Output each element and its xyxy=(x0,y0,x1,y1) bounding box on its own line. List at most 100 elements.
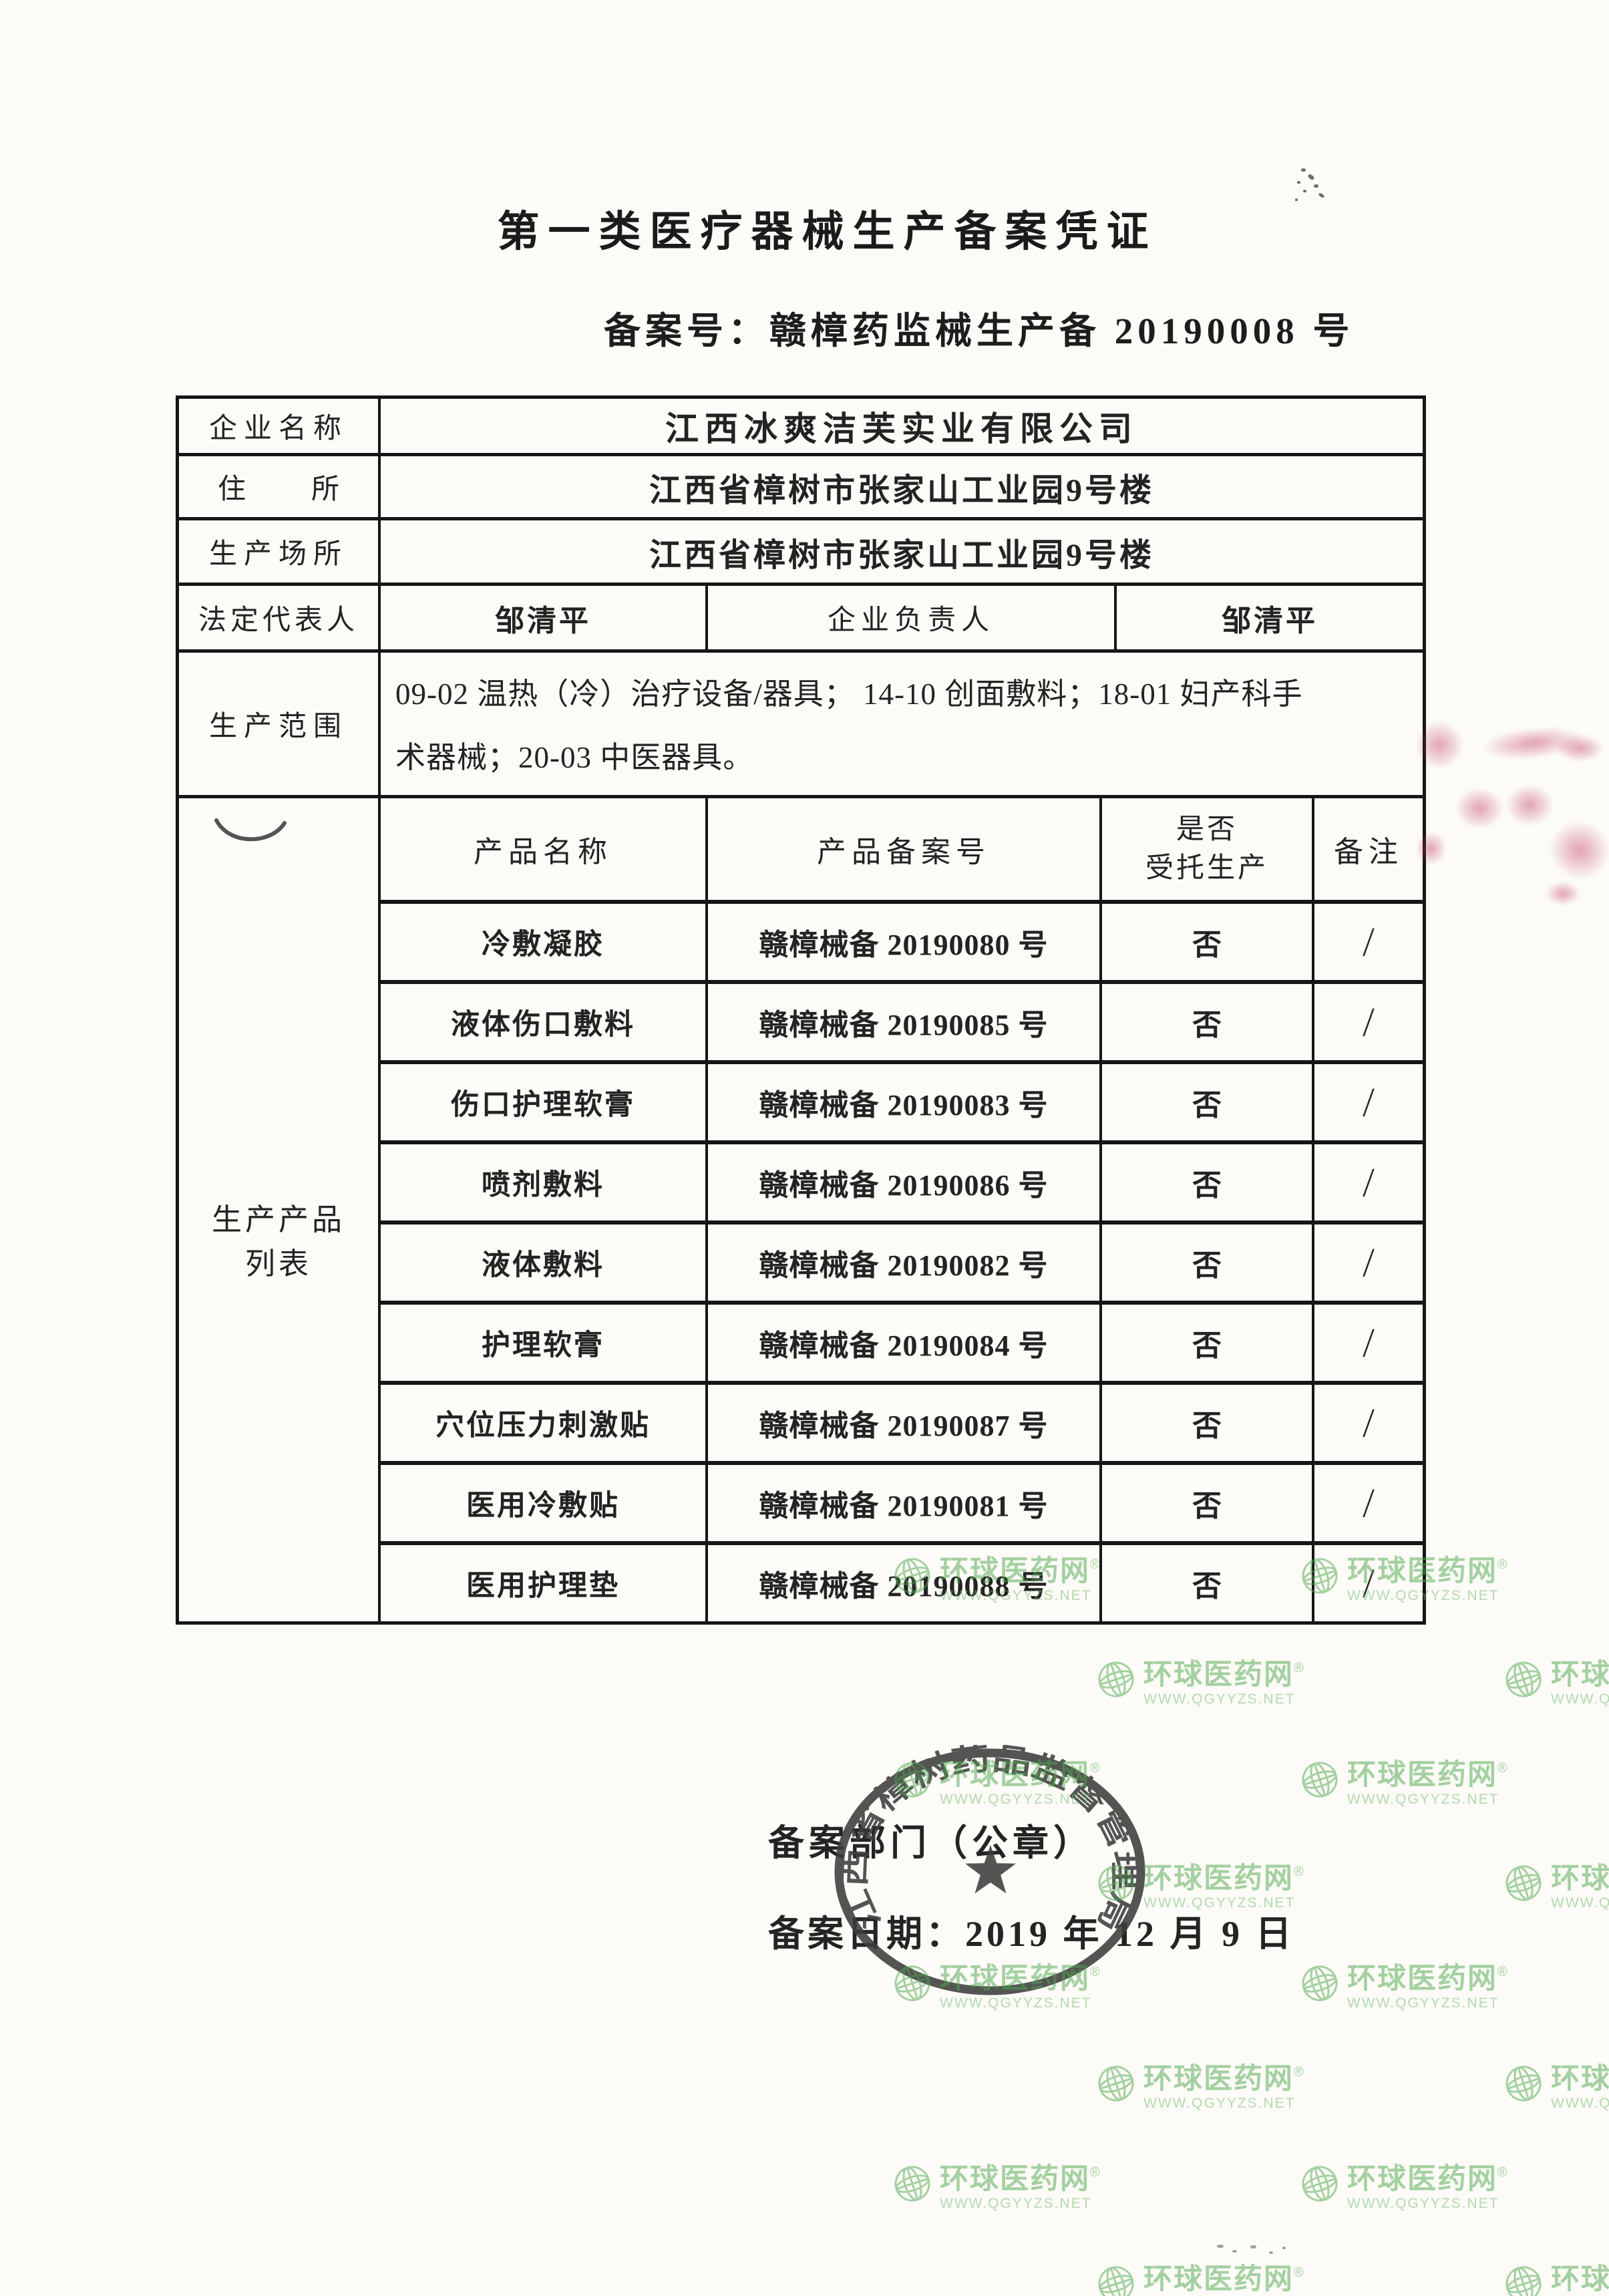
table-row-production-scope: 生产范围 09-02 温热（冷）治疗设备/器具； 14-10 创面敷料；18-0… xyxy=(179,653,1423,798)
watermark-texts: 环球医药网® WWW.QGYYZS.NET xyxy=(1143,2064,1304,2112)
watermark-texts: 环球医药网® WWW.QGYYZS.NET xyxy=(1347,2164,1507,2212)
scan-speck xyxy=(1297,181,1300,184)
globe-icon xyxy=(1098,2066,1134,2102)
seal-ring xyxy=(834,1748,1145,1995)
watermark-brand: 环球医药网 xyxy=(1347,1759,1497,1791)
scan-speck xyxy=(1250,2245,1256,2249)
legal-representative-value: 邹清平 xyxy=(381,586,708,649)
product-reg-no: 赣樟械备 20190085 号 xyxy=(708,984,1102,1060)
filing-department-line: 备案部门（公章） xyxy=(768,1823,1094,1863)
product-remark: / xyxy=(1362,999,1375,1045)
watermark-brand: 环球医药网 xyxy=(1551,1659,1609,1691)
product-row: 伤口护理软膏 赣樟械备 20190083 号 否 / xyxy=(381,1064,1423,1144)
product-remark: / xyxy=(1362,1159,1375,1206)
product-reg-no: 赣樟械备 20190084 号 xyxy=(708,1305,1102,1381)
product-reg-no: 赣樟械备 20190081 号 xyxy=(708,1465,1102,1541)
globe-icon xyxy=(1098,1661,1134,1697)
site-watermark: 环球医药网® WWW.QGYYZS.NET xyxy=(1095,1660,1304,1707)
watermark-texts: 环球医药网® WWW.QGYYZS.NET xyxy=(1143,2265,1304,2296)
company-name-value: 江西冰爽洁芙实业有限公司 xyxy=(665,409,1138,448)
ink-smudge xyxy=(1416,721,1463,768)
watermark-brand: 环球医药网 xyxy=(1143,2263,1294,2295)
watermark-url: WWW.QGYYZS.NET xyxy=(1143,2096,1296,2111)
product-entrusted: 否 xyxy=(1102,1224,1314,1301)
production-scope-line: 09-02 温热（冷）治疗设备/器具； 14-10 创面敷料；18-01 妇产科… xyxy=(395,677,1303,711)
product-row: 穴位压力刺激贴 赣樟械备 20190087 号 否 / xyxy=(381,1385,1423,1465)
watermark-url: WWW.QGYYZS.NET xyxy=(1347,1995,1499,2011)
watermark-brand: 环球医药网 xyxy=(1347,2163,1497,2195)
table-row-production-site: 生产场所 江西省樟树市张家山工业园9号楼 xyxy=(179,520,1423,586)
product-name: 伤口护理软膏 xyxy=(381,1064,708,1140)
watermark-texts: 环球医药网® WWW.QGYYZS.NET xyxy=(1551,2265,1609,2296)
product-table: 产品名称 产品备案号 是否 受托生产 备注 冷敷凝胶 赣樟械备 20190080… xyxy=(381,798,1423,1621)
globe-icon xyxy=(1302,1965,1338,2001)
ink-smudge xyxy=(1556,735,1603,762)
watermark-texts: 环球医药网® WWW.QGYYZS.NET xyxy=(1551,1660,1609,1707)
site-watermark: 环球医药网® WWW.QGYYZS.NET xyxy=(1299,2164,1507,2212)
filing-number-label: 备案号： xyxy=(604,311,770,351)
site-watermark: 环球医药网® WWW.QGYYZS.NET xyxy=(1503,1864,1609,1911)
product-remark: / xyxy=(1362,1239,1375,1286)
product-row: 喷剂敷料 赣樟械备 20190086 号 否 / xyxy=(381,1144,1423,1224)
scan-speck xyxy=(1314,184,1318,188)
product-remark: / xyxy=(1362,1560,1375,1607)
header-product-reg-no: 产品备案号 xyxy=(708,798,1102,900)
header-entrusted-line: 是否 xyxy=(1176,814,1238,845)
product-reg-no: 赣樟械备 20190087 号 xyxy=(708,1385,1102,1461)
product-remark: / xyxy=(1362,1480,1375,1526)
globe-icon xyxy=(1505,2266,1542,2296)
product-entrusted: 否 xyxy=(1102,904,1314,980)
product-entrusted: 否 xyxy=(1102,1305,1314,1381)
product-reg-no: 赣樟械备 20190082 号 xyxy=(708,1224,1102,1301)
production-scope-line: 术器械；20-03 中医器具。 xyxy=(395,740,754,774)
watermark-texts: 环球医药网® WWW.QGYYZS.NET xyxy=(1347,1760,1507,1808)
globe-icon xyxy=(1505,1865,1542,1901)
site-watermark: 环球医药网® WWW.QGYYZS.NET xyxy=(1503,2064,1609,2112)
production-site-value: 江西省樟树市张家山工业园9号楼 xyxy=(649,537,1154,573)
page-title: 第一类医疗器械生产备案凭证 xyxy=(497,208,1157,255)
company-name-label: 企业名称 xyxy=(179,399,381,453)
product-remark: / xyxy=(1362,1079,1375,1126)
address-label-char: 住 xyxy=(218,474,246,505)
product-name: 喷剂敷料 xyxy=(381,1144,708,1220)
product-name: 液体伤口敷料 xyxy=(381,984,708,1060)
product-entrusted: 否 xyxy=(1102,984,1314,1060)
registered-mark-icon: ® xyxy=(1294,1661,1304,1675)
seal-star-icon xyxy=(965,1845,1016,1894)
product-entrusted: 否 xyxy=(1102,1144,1314,1220)
scan-speck xyxy=(1269,2251,1273,2254)
product-entrusted: 否 xyxy=(1102,1545,1314,1621)
globe-icon xyxy=(1098,2266,1134,2296)
product-row: 冷敷凝胶 赣樟械备 20190080 号 否 / xyxy=(381,904,1423,984)
product-reg-no: 赣樟械备 20190086 号 xyxy=(708,1144,1102,1220)
watermark-texts: 环球医药网® WWW.QGYYZS.NET xyxy=(1551,1864,1609,1911)
scan-speck xyxy=(1307,173,1315,181)
watermark-url: WWW.QGYYZS.NET xyxy=(940,1995,1092,2011)
product-row: 液体伤口敷料 赣樟械备 20190085 号 否 / xyxy=(381,984,1423,1064)
header-product-name: 产品名称 xyxy=(381,798,708,900)
header-entrusted-production: 是否 受托生产 xyxy=(1102,798,1314,900)
product-remark: / xyxy=(1362,1400,1375,1446)
watermark-brand: 环球医药网 xyxy=(1143,1659,1294,1691)
product-list-block: 生产产品 列表 产品名称 产品备案号 是否 受托生产 备注 冷敷凝胶 赣樟械备 … xyxy=(179,798,1423,1621)
registered-mark-icon: ® xyxy=(1090,2165,1100,2180)
product-remark: / xyxy=(1362,919,1375,965)
watermark-url: WWW.QGYYZS.NET xyxy=(940,2196,1092,2211)
address-label: 住 所 xyxy=(179,456,381,517)
product-row: 医用护理垫 赣樟械备 20190088 号 否 / xyxy=(381,1545,1423,1621)
watermark-brand: 环球医药网 xyxy=(1551,2263,1609,2295)
ink-smudge xyxy=(1542,813,1609,887)
registered-mark-icon: ® xyxy=(1497,1761,1507,1776)
product-row: 医用冷敷贴 赣樟械备 20190081 号 否 / xyxy=(381,1465,1423,1545)
watermark-url: WWW.QGYYZS.NET xyxy=(1347,2196,1499,2211)
ink-smudge xyxy=(1456,788,1503,828)
table-row-address: 住 所 江西省樟树市张家山工业园9号楼 xyxy=(179,456,1423,520)
watermark-brand: 环球医药网 xyxy=(1143,2063,1294,2095)
product-reg-no: 赣樟械备 20190083 号 xyxy=(708,1064,1102,1140)
watermark-url: WWW.QGYYZS.NET xyxy=(1551,2096,1609,2111)
site-watermark: 环球医药网® WWW.QGYYZS.NET xyxy=(1503,1660,1609,1707)
product-name: 穴位压力刺激贴 xyxy=(381,1385,708,1461)
scan-speck xyxy=(1295,198,1298,201)
scan-speck xyxy=(1303,190,1306,192)
registered-mark-icon: ® xyxy=(1294,1864,1304,1879)
